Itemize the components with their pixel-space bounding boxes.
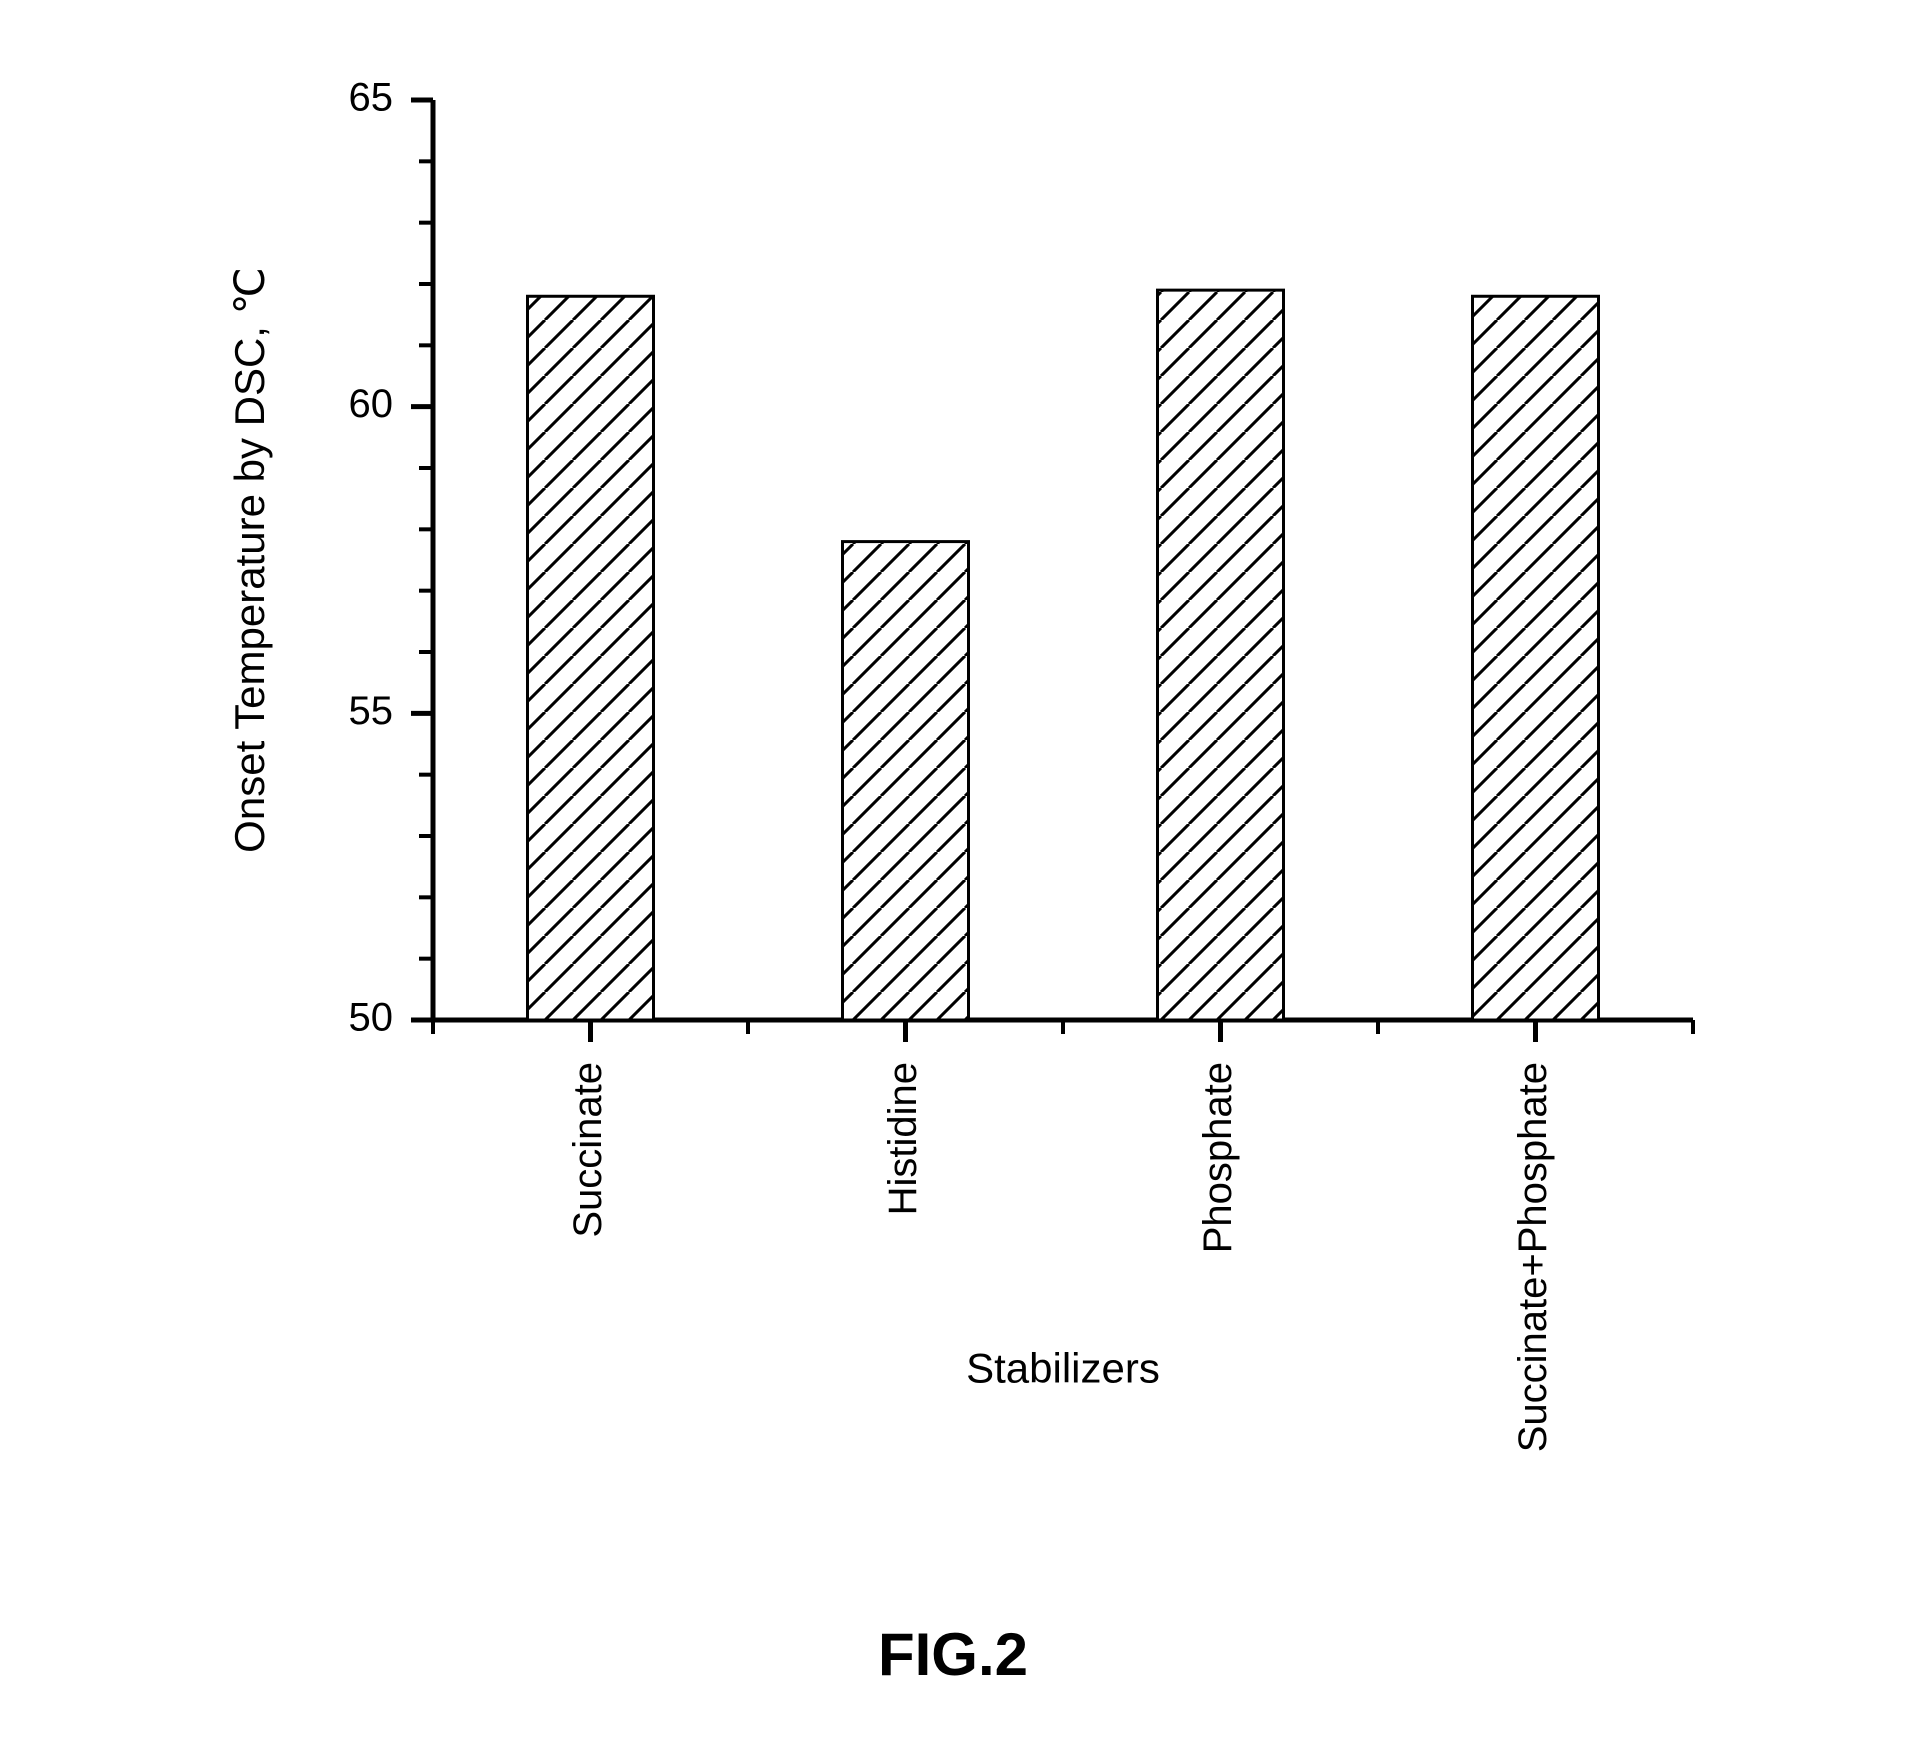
y-tick-label: 65 [349, 76, 394, 120]
bar [1158, 290, 1284, 1020]
bar [528, 296, 654, 1020]
y-tick-label: 55 [349, 689, 394, 733]
figure-caption: FIG.2 [878, 1620, 1028, 1689]
y-tick-label: 50 [349, 996, 394, 1040]
y-tick-label: 60 [349, 382, 394, 426]
x-tick-label: Histidine [881, 1062, 925, 1215]
bar [1473, 296, 1599, 1020]
bar [843, 542, 969, 1020]
chart-container: 50 55 60 65 Onset Temperature by DSC, ℃ Succi… [153, 40, 1753, 1600]
x-tick-label: Succinate [566, 1062, 610, 1238]
bar-chart: 50 55 60 65 Onset Temperature by DSC, ℃ Succi… [153, 40, 1753, 1600]
x-tick-label: Succinate+Phosphate [1511, 1062, 1555, 1452]
y-axis-label: Onset Temperature by DSC, ℃ [226, 267, 273, 853]
x-axis-label: Stabilizers [966, 1344, 1160, 1391]
x-tick-label: Phosphate [1196, 1062, 1240, 1253]
